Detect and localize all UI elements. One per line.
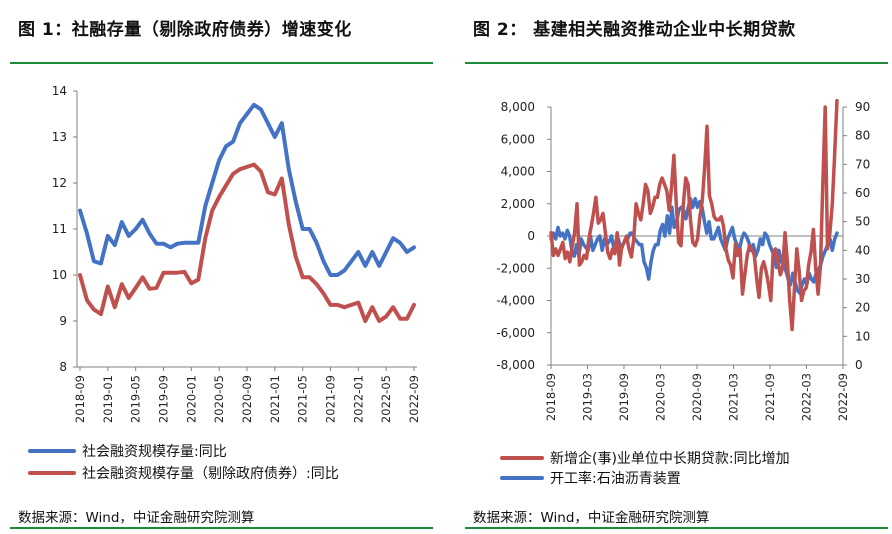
x-tick-label: 2022-01 [351, 375, 365, 423]
series-line-red [78, 162, 416, 323]
y-tick-label: 14 [52, 84, 67, 98]
x-tick-label: 2020-09 [240, 375, 254, 423]
x-tick-label: 2021-01 [268, 375, 282, 423]
legend-label: 社会融资规模存量（剔除政府债券）:同比 [82, 466, 339, 482]
x-tick-label: 2020-09 [690, 373, 704, 421]
chart-2-svg: 8,000 6,000 4,000 2,000 0 -2,000 -4,000 -6,000 -… [496, 98, 870, 421]
legend-item-red: 社会融资规模存量（剔除政府债券）:同比 [28, 463, 339, 483]
x-tick-label: 2022-09 [407, 375, 421, 423]
right-tick-label: 0 [855, 358, 863, 372]
chart-1-legend: 社会融资规模存量:同比 社会融资规模存量（剔除政府债券）:同比 [28, 441, 339, 483]
chart-panel-1: 图 1：社融存量（剔除政府债券）增速变化 8 9 10 11 12 13 14 2018-09… [0, 0, 437, 534]
legend-label: 社会融资规模存量:同比 [82, 444, 227, 460]
x-tick-label: 2020-03 [654, 373, 668, 421]
left-tick-label: -8,000 [496, 358, 535, 372]
chart-2-legend: 新增企(事)业单位中长期贷款:同比增加 开工率:石油沥青装置 [500, 448, 790, 488]
bottom-rule [465, 527, 888, 529]
x-tick-label: 2020-05 [212, 375, 226, 423]
x-tick-label: 2019-05 [129, 375, 143, 423]
x-tick-label: 2020-01 [184, 375, 198, 423]
left-tick-label: 6,000 [501, 132, 535, 146]
x-tick-label: 2019-09 [157, 375, 171, 423]
x-tick-label: 2019-03 [581, 373, 595, 421]
right-tick-label: 30 [855, 272, 870, 286]
title-rule [10, 62, 433, 64]
series-line-blue [78, 102, 416, 277]
y-tick-label: 10 [52, 268, 67, 282]
x-tick-label: 2022-05 [379, 375, 393, 423]
y-tick-label: 11 [52, 222, 67, 236]
right-tick-label: 10 [855, 329, 870, 343]
right-tick-label: 70 [855, 157, 870, 171]
y-tick-label: 9 [59, 314, 67, 328]
x-tick-label: 2021-09 [763, 373, 777, 421]
x-tick-label: 2018-09 [544, 373, 558, 421]
left-tick-label: -4,000 [496, 294, 535, 308]
legend-item-blue: 开工率:石油沥青装置 [500, 468, 790, 488]
right-tick-label: 50 [855, 215, 870, 229]
legend-item-red: 新增企(事)业单位中长期贷款:同比增加 [500, 448, 790, 468]
x-tick-label: 2018-09 [73, 375, 87, 423]
legend-swatch-red [28, 471, 76, 475]
left-tick-label: -6,000 [496, 326, 535, 340]
right-tick-label: 90 [855, 100, 870, 114]
x-tick-label: 2022-03 [800, 373, 814, 421]
chart-2-title: 图 2： 基建相关融资推动企业中长期贷款 [473, 20, 796, 40]
left-tick-label: 8,000 [501, 100, 535, 114]
legend-swatch-blue [500, 476, 544, 480]
chart-1-source: 数据来源：Wind，中证金融研究院测算 [18, 510, 255, 526]
x-tick-label: 2021-09 [324, 375, 338, 423]
right-tick-label: 60 [855, 186, 870, 200]
legend-swatch-blue [28, 449, 76, 453]
y-tick-label: 8 [59, 360, 67, 374]
legend-item-blue: 社会融资规模存量:同比 [28, 441, 339, 461]
chart-2-source: 数据来源：Wind，中证金融研究院测算 [473, 510, 710, 526]
x-tick-label: 2019-01 [101, 375, 115, 423]
left-tick-label: 4,000 [501, 165, 535, 179]
chart-1-svg: 8 9 10 11 12 13 14 2018-09 2019-01 2019-05 2019-09… [52, 84, 421, 423]
series-line-red [549, 98, 839, 332]
right-tick-label: 20 [855, 301, 870, 315]
chart-panel-2: 图 2： 基建相关融资推动企业中长期贷款 8,000 6,000 4,000 2,00… [455, 0, 892, 534]
legend-swatch-red [500, 456, 544, 460]
title-rule [465, 62, 888, 64]
x-tick-label: 2021-05 [296, 375, 310, 423]
left-tick-label: 0 [527, 229, 535, 243]
left-tick-label: -2,000 [496, 261, 535, 275]
legend-label: 开工率:石油沥青装置 [550, 471, 681, 487]
bottom-rule [10, 527, 433, 529]
x-tick-label: 2022-09 [836, 373, 850, 421]
x-tick-label: 2021-03 [727, 373, 741, 421]
left-tick-label: 2,000 [501, 197, 535, 211]
right-tick-label: 80 [855, 129, 870, 143]
legend-label: 新增企(事)业单位中长期贷款:同比增加 [550, 451, 790, 467]
chart-1-title: 图 1：社融存量（剔除政府债券）增速变化 [18, 20, 352, 40]
y-tick-label: 12 [52, 176, 67, 190]
y-tick-label: 13 [52, 130, 67, 144]
x-tick-label: 2019-09 [617, 373, 631, 421]
right-tick-label: 40 [855, 243, 870, 257]
